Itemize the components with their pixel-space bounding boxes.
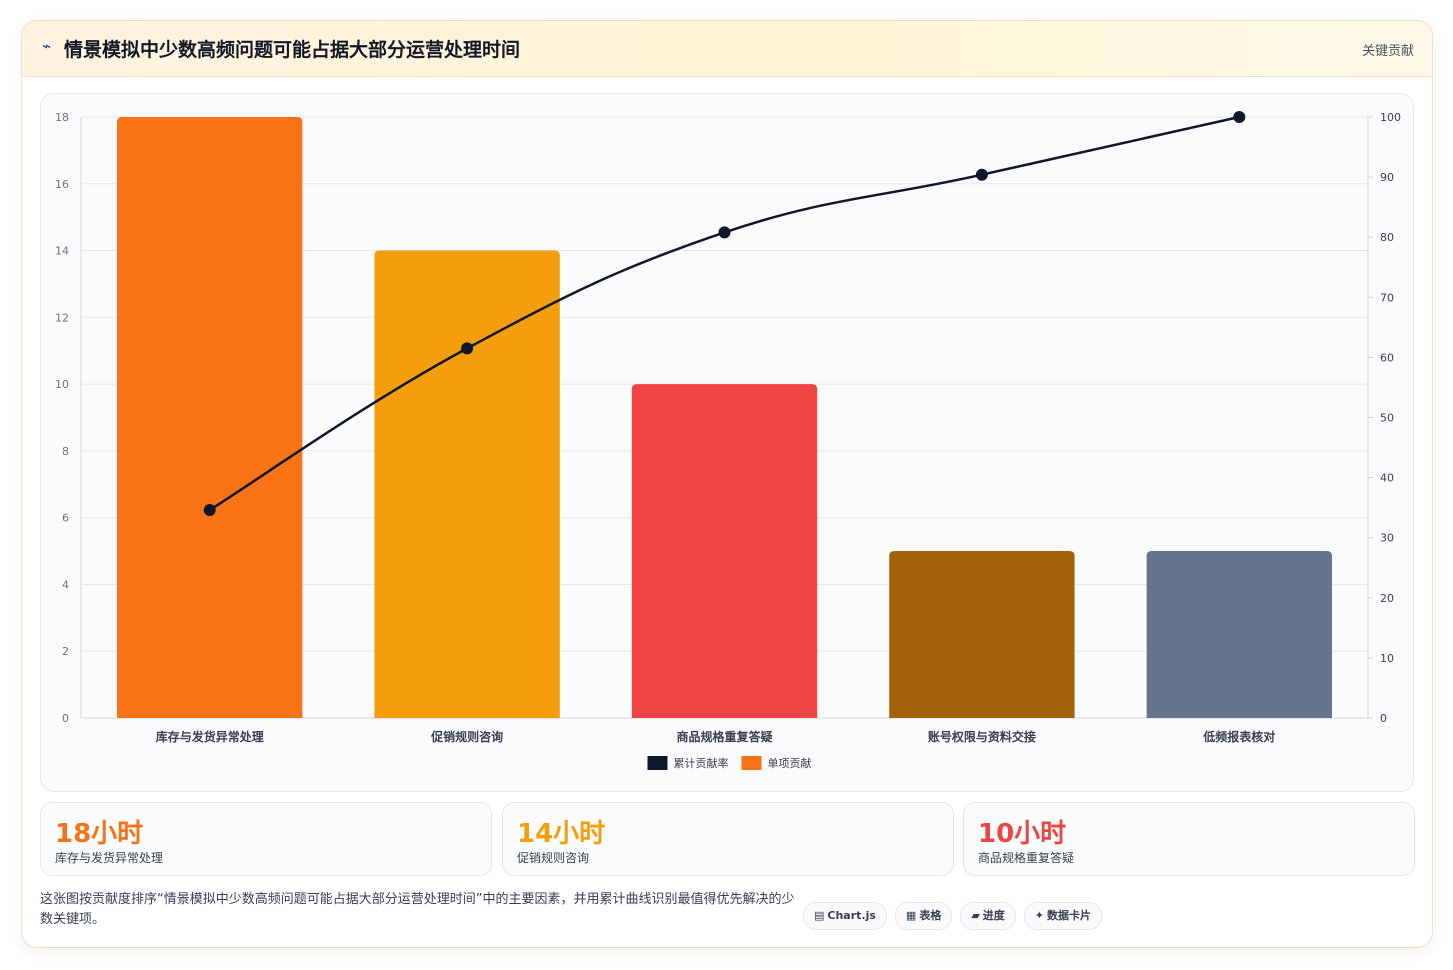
kpi-card-3: 10小时 商品规格重复答疑 bbox=[963, 802, 1415, 876]
y-tick-right: 60 bbox=[1380, 351, 1394, 364]
header-badge: 关键贡献 bbox=[1361, 44, 1414, 59]
y-tick-right: 10 bbox=[1380, 652, 1394, 665]
bar bbox=[889, 551, 1075, 718]
x-tick-label: 低频报表核对 bbox=[1202, 729, 1275, 744]
x-tick-label: 库存与发货异常处理 bbox=[156, 729, 264, 744]
kpi-value: 18小时 bbox=[55, 819, 144, 849]
legend-label: 单项贡献 bbox=[768, 756, 812, 770]
cumulative-point bbox=[718, 226, 731, 239]
kpi-label: 商品规格重复答疑 bbox=[978, 851, 1075, 865]
y-tick-right: 100 bbox=[1380, 111, 1401, 124]
spark-icon: ⌁ bbox=[42, 37, 52, 55]
y-tick-left: 14 bbox=[55, 245, 69, 258]
y-tick-left: 12 bbox=[55, 311, 69, 324]
y-tick-right: 30 bbox=[1380, 532, 1394, 545]
y-tick-left: 18 bbox=[55, 111, 69, 124]
x-tick-label: 促销规则咨询 bbox=[430, 729, 503, 744]
y-tick-right: 70 bbox=[1380, 291, 1394, 304]
tag-chartjs[interactable]: ▤ Chart.js bbox=[803, 902, 887, 930]
chart-icon: ▤ bbox=[814, 909, 825, 922]
tag-label: 表格 bbox=[919, 909, 942, 922]
bar bbox=[374, 250, 560, 719]
kpi-value: 10小时 bbox=[978, 819, 1067, 849]
table-icon: ▦ bbox=[905, 909, 917, 922]
bar bbox=[1146, 551, 1332, 718]
kpi-label: 库存与发货异常处理 bbox=[55, 851, 164, 865]
kpi-label: 促销规则咨询 bbox=[517, 851, 590, 865]
chart-panel: 0 2 4 6 8 10 12 14 16 18 0 10 20 30 40 50 60 70 80 90 100 库存与… bbox=[40, 93, 1414, 792]
cumulative-point bbox=[975, 168, 988, 181]
cumulative-point bbox=[1233, 111, 1246, 123]
y-tick-right: 80 bbox=[1380, 231, 1394, 244]
x-tick-label: 账号权限与资料交接 bbox=[928, 729, 1036, 744]
y-tick-right: 40 bbox=[1380, 472, 1394, 485]
y-tick-left: 16 bbox=[55, 178, 69, 191]
cumulative-point bbox=[461, 342, 474, 355]
legend-swatch bbox=[647, 756, 668, 770]
tag-table[interactable]: ▦ 表格 bbox=[894, 902, 953, 930]
card-icon: ✦ bbox=[1034, 909, 1045, 922]
y-tick-left: 10 bbox=[55, 378, 69, 391]
y-tick-left: 8 bbox=[62, 445, 69, 458]
x-tick-label: 商品规格重复答疑 bbox=[676, 729, 772, 744]
card-header: ⌁ 情景模拟中少数高频问题可能占据大部分运营处理时间 关键贡献 bbox=[22, 21, 1432, 77]
tag-data-card[interactable]: ✦ 数据卡片 bbox=[1023, 902, 1103, 930]
tag-label: Chart.js bbox=[827, 909, 876, 922]
tag-label: 数据卡片 bbox=[1047, 909, 1092, 922]
bar bbox=[117, 117, 303, 718]
chart-title: 情景模拟中少数高频问题可能占据大部分运营处理时间 bbox=[64, 39, 521, 61]
cumulative-point bbox=[203, 504, 216, 517]
y-tick-left: 4 bbox=[62, 578, 69, 591]
chart-description: 这张图按贡献度排序“情景模拟中少数高频问题可能占据大部分运营处理时间”中的主要因… bbox=[40, 892, 795, 927]
pareto-chart: 0 2 4 6 8 10 12 14 16 18 0 10 20 30 40 50 60 70 80 90 100 库存与… bbox=[55, 111, 1401, 770]
y-tick-left: 0 bbox=[62, 712, 69, 725]
y-tick-left: 2 bbox=[62, 645, 69, 658]
legend-swatch bbox=[741, 756, 762, 770]
y-tick-left: 6 bbox=[62, 512, 69, 525]
y-tick-right: 90 bbox=[1380, 171, 1394, 184]
y-tick-right: 50 bbox=[1380, 412, 1394, 425]
kpi-value: 14小时 bbox=[517, 819, 606, 849]
tag-progress[interactable]: ▰ 进度 bbox=[960, 902, 1016, 930]
tag-list: ▤ Chart.js ▦ 表格 ▰ 进度 ✦ 数据卡片 bbox=[803, 902, 1103, 930]
bar bbox=[631, 384, 818, 718]
y-tick-right: 20 bbox=[1380, 592, 1394, 605]
progress-icon: ▰ bbox=[971, 909, 980, 922]
tag-label: 进度 bbox=[982, 909, 1005, 922]
kpi-card-2: 14小时 促销规则咨询 bbox=[502, 802, 954, 876]
legend-label: 累计贡献率 bbox=[674, 756, 729, 770]
chart-card: ⌁ 情景模拟中少数高频问题可能占据大部分运营处理时间 关键贡献 0 2 4 6 8 10 1… bbox=[21, 20, 1433, 948]
kpi-card-1: 18小时 库存与发货异常处理 bbox=[40, 802, 492, 876]
y-tick-right: 0 bbox=[1380, 712, 1387, 725]
